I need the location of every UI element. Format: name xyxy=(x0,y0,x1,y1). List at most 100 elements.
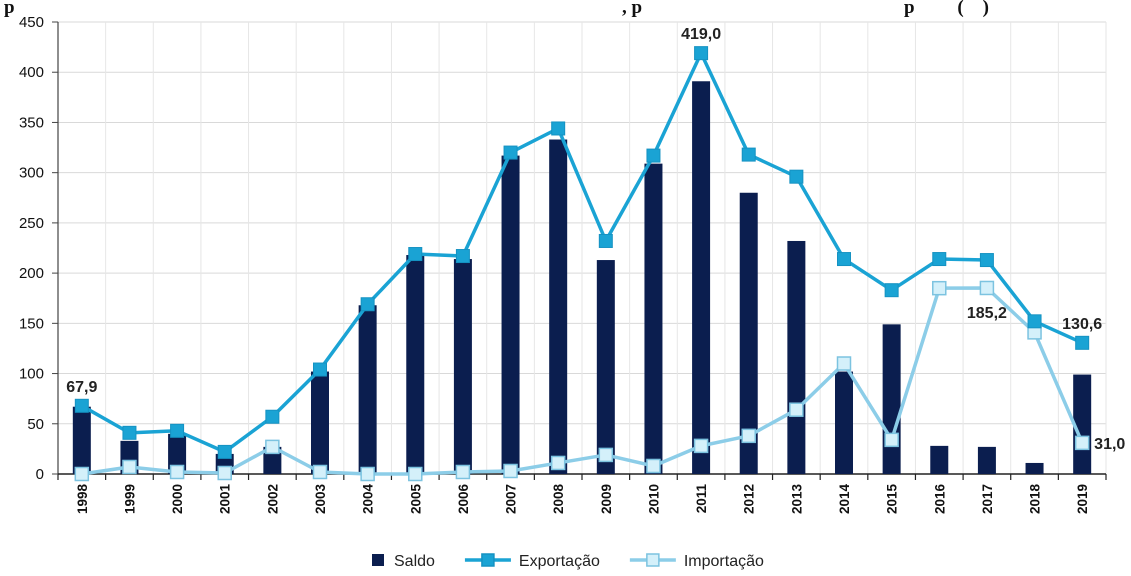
x-tick-label: 2011 xyxy=(694,484,709,514)
x-tick-label: 2007 xyxy=(504,484,519,514)
y-tick-label: 400 xyxy=(19,64,44,81)
saldo-bar xyxy=(692,81,711,475)
saldo-bar xyxy=(501,155,520,474)
exportacao-marker xyxy=(1075,335,1090,350)
exportacao-line xyxy=(80,51,1083,454)
exportacao-marker xyxy=(598,233,613,248)
importacao-marker xyxy=(360,466,375,482)
exportacao-marker xyxy=(741,147,756,162)
importacao-marker xyxy=(122,459,137,475)
data-label: 185,2 xyxy=(967,305,1007,322)
exportacao-marker xyxy=(360,297,375,312)
x-tick-label: 1998 xyxy=(75,484,90,515)
x-tick-label: 2013 xyxy=(789,484,804,515)
exportacao-marker xyxy=(932,252,947,267)
importacao-marker xyxy=(169,464,185,480)
x-tick-label: 2002 xyxy=(265,484,280,514)
y-tick-label: 300 xyxy=(19,165,44,182)
importacao-marker xyxy=(598,447,614,463)
exportacao-marker xyxy=(979,253,994,268)
y-tick-label: 100 xyxy=(19,366,44,383)
saldo-bar xyxy=(882,324,901,474)
exportacao-marker xyxy=(646,148,661,163)
saldo-bar xyxy=(549,139,568,474)
y-tick-label: 350 xyxy=(19,114,44,131)
x-tick-label: 2000 xyxy=(170,484,185,514)
legend: Saldo Exportação Importação xyxy=(372,553,764,570)
saldo-bar xyxy=(644,163,663,475)
saldo-bar xyxy=(406,255,425,474)
x-tick-label: 2016 xyxy=(932,484,947,515)
x-tick-label: 2012 xyxy=(742,484,757,514)
x-tick-label: 2017 xyxy=(980,484,995,514)
importacao-marker xyxy=(312,464,328,480)
y-tick-label: 450 xyxy=(19,14,44,31)
data-label: 130,6 xyxy=(1062,316,1102,333)
importacao-marker xyxy=(646,458,661,474)
x-tick-label: 2008 xyxy=(551,484,566,515)
x-tick-labels: 1998 1999 2000 2001 2002 2003 2004 2005 2006 2007… xyxy=(75,484,1090,515)
saldo-bar xyxy=(358,305,377,474)
header-fragment-right: p ( ) xyxy=(904,0,989,18)
saldo-bar xyxy=(453,259,472,474)
exportacao-marker xyxy=(313,362,327,377)
exportacao-marker xyxy=(265,409,280,424)
gridlines xyxy=(57,21,1107,474)
header-fragment-mid: , p xyxy=(622,0,642,18)
saldo-bar xyxy=(739,192,758,474)
exportacao-marker xyxy=(170,423,185,438)
series-markers xyxy=(74,46,1090,482)
header-fragment-left: p xyxy=(4,0,15,18)
exportacao-marker xyxy=(789,169,804,184)
saldo-bar xyxy=(596,260,615,474)
saldo-bar xyxy=(977,446,996,474)
importacao-marker xyxy=(979,280,995,296)
x-tick-label: 2019 xyxy=(1075,484,1090,514)
importacao-marker xyxy=(217,465,232,481)
x-tick-label: 2018 xyxy=(1028,484,1043,515)
x-tick-label: 2001 xyxy=(218,484,233,515)
importacao-marker xyxy=(455,464,471,480)
legend-marker-importacao xyxy=(646,553,660,567)
y-tick-label: 0 xyxy=(36,466,44,483)
legend-swatch-saldo xyxy=(372,554,384,566)
x-tick-label: 2015 xyxy=(885,484,900,515)
importacao-marker xyxy=(74,466,90,482)
legend-label: Exportação xyxy=(519,553,600,570)
exportacao-marker xyxy=(884,283,899,298)
exportacao-marker xyxy=(455,249,470,264)
exportacao-marker xyxy=(837,252,851,267)
exportacao-marker xyxy=(122,425,137,440)
exportacao-marker xyxy=(503,145,518,160)
legend-marker-exportacao xyxy=(481,553,495,567)
saldo-bar xyxy=(311,371,329,474)
importacao-marker xyxy=(932,280,947,296)
exportacao-marker xyxy=(694,46,709,61)
data-label: 31,0 xyxy=(1094,436,1125,453)
x-tick-label: 2003 xyxy=(313,484,328,515)
y-tick-label: 150 xyxy=(19,315,44,332)
saldo-bar xyxy=(168,433,187,474)
x-tick-label: 2010 xyxy=(646,484,661,514)
saldo-bar xyxy=(930,445,949,474)
importacao-marker xyxy=(789,402,804,417)
saldo-bar xyxy=(72,406,91,474)
exportacao-marker xyxy=(408,247,423,262)
exportacao-marker xyxy=(551,121,566,136)
saldo-bar xyxy=(787,240,806,474)
exportacao-marker xyxy=(74,398,89,413)
exportacao-marker xyxy=(217,444,232,459)
importacao-marker xyxy=(741,428,756,444)
x-tick-label: 2014 xyxy=(837,484,852,515)
data-label: 419,0 xyxy=(681,26,721,43)
saldo-bar xyxy=(835,371,853,474)
importacao-marker xyxy=(408,466,423,482)
legend-label: Importação xyxy=(684,553,764,570)
importacao-marker xyxy=(265,439,280,455)
legend-label: Saldo xyxy=(394,553,435,570)
x-tick-label: 1999 xyxy=(122,484,137,514)
importacao-marker xyxy=(836,356,852,371)
importacao-marker xyxy=(884,432,899,448)
y-tick-label: 250 xyxy=(19,215,44,232)
